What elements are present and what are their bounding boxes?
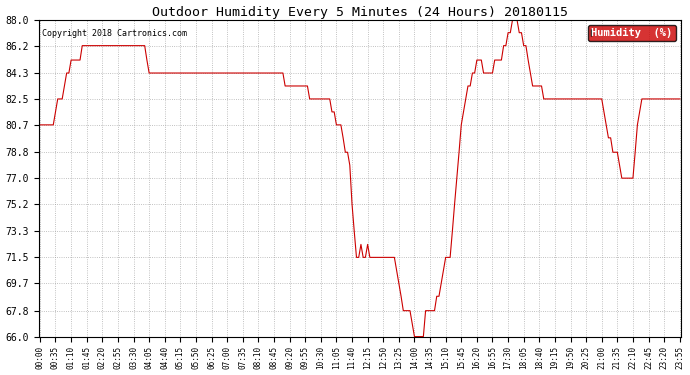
Text: Copyright 2018 Cartronics.com: Copyright 2018 Cartronics.com bbox=[42, 29, 187, 38]
Legend: Humidity  (%): Humidity (%) bbox=[588, 25, 676, 41]
Title: Outdoor Humidity Every 5 Minutes (24 Hours) 20180115: Outdoor Humidity Every 5 Minutes (24 Hou… bbox=[152, 6, 568, 18]
